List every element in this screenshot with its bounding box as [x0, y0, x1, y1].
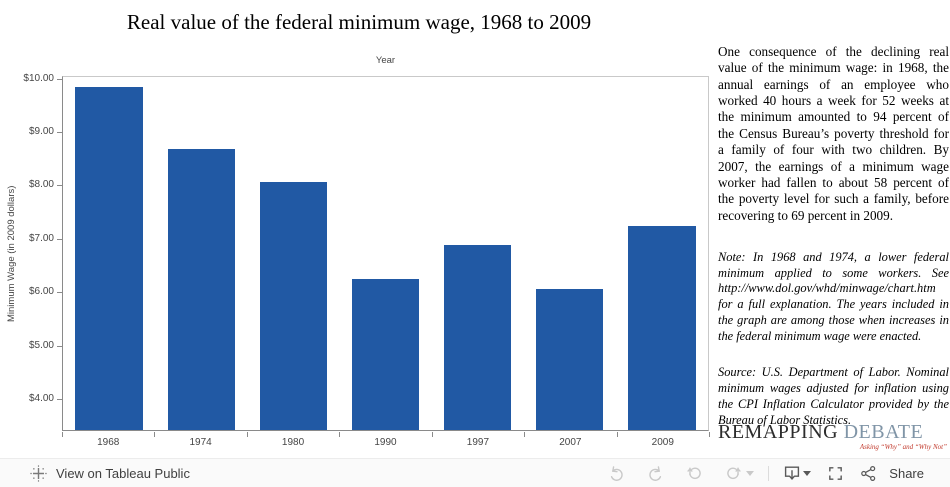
x-tick-mark [154, 432, 156, 437]
toolbar-actions: Share [608, 464, 924, 482]
x-tick-mark [339, 432, 341, 437]
source-text: Source: U.S. Department of Labor. Nomina… [718, 365, 949, 427]
x-tick-label: 1980 [281, 437, 305, 448]
reset-icon[interactable] [686, 465, 703, 482]
bar-slot [432, 77, 524, 430]
remapping-debate-logo: REMAPPING DEBATE Asking “Why” and “Why N… [718, 421, 949, 451]
y-tick-label: $6.00 [28, 286, 54, 298]
x-tick-label: 2009 [651, 437, 674, 448]
undo-icon[interactable] [608, 465, 625, 482]
bar-slot [247, 77, 339, 430]
download-icon[interactable] [783, 464, 801, 482]
refresh-icon[interactable] [725, 465, 742, 482]
x-tick-mark [616, 432, 618, 437]
logo-tagline: Asking “Why” and “Why Not” [859, 443, 947, 451]
toolbar-divider [768, 465, 770, 481]
y-tick-mark [57, 238, 62, 240]
commentary-text: One consequence of the declining real va… [718, 44, 949, 223]
fullscreen-icon[interactable] [827, 465, 844, 482]
bar-1997[interactable] [444, 245, 512, 430]
bar-slot [63, 77, 155, 430]
tableau-toolbar: View on Tableau Public [0, 458, 950, 487]
x-axis-title: Year [375, 55, 396, 66]
logo-word-debate: DEBATE [843, 421, 924, 443]
bar-1980[interactable] [259, 182, 327, 430]
plot-area [62, 76, 709, 431]
view-on-tableau-public[interactable]: View on Tableau Public [30, 464, 190, 482]
x-tick-label: 1974 [189, 437, 212, 448]
y-tick-mark [57, 398, 62, 400]
y-tick-label: $7.00 [28, 232, 54, 244]
x-tick-label: 1997 [466, 437, 490, 448]
share-label[interactable]: Share [889, 465, 924, 481]
y-tick-label: $8.00 [28, 179, 54, 191]
refresh-caret-down-icon[interactable] [746, 470, 755, 476]
bar-slot [616, 77, 708, 430]
x-tick-mark [524, 432, 526, 437]
tableau-logo-icon [30, 464, 47, 482]
logo-word-remapping: REMAPPING [718, 421, 839, 443]
bar-slot [524, 77, 616, 430]
x-tick-mark [709, 432, 710, 437]
bar-slot [339, 77, 431, 430]
y-tick-mark [57, 292, 62, 294]
x-tick-label: 1968 [97, 437, 120, 448]
x-tick-mark [62, 432, 63, 437]
bar-1968[interactable] [75, 87, 143, 430]
download-caret-down-icon[interactable] [803, 470, 812, 476]
y-tick-label: $9.00 [28, 126, 54, 138]
logo-wordmark: REMAPPING DEBATE [718, 421, 949, 444]
bar-slot [155, 77, 247, 430]
commentary-panel: One consequence of the declining real va… [718, 44, 949, 428]
bar-1990[interactable] [351, 279, 420, 430]
x-tick-label: 1990 [374, 437, 397, 448]
share-icon[interactable] [860, 465, 877, 482]
bar-2009[interactable] [628, 225, 696, 430]
y-tick-mark [57, 185, 62, 187]
bar-1974[interactable] [167, 148, 235, 430]
note-text: Note: In 1968 and 1974, a lower federal … [718, 249, 949, 343]
y-tick-label: $10.00 [23, 72, 54, 84]
y-tick-label: $5.00 [28, 339, 54, 351]
view-on-tableau-public-label: View on Tableau Public [56, 465, 190, 481]
redo-icon[interactable] [647, 465, 664, 482]
x-tick-mark [431, 432, 433, 437]
x-tick-label: 2007 [559, 437, 582, 448]
bar-2007[interactable] [536, 289, 604, 430]
chart-title: Real value of the federal minimum wage, … [126, 10, 592, 34]
x-tick-mark [246, 432, 248, 437]
y-tick-mark [57, 78, 62, 80]
y-tick-mark [57, 345, 62, 347]
y-tick-label: $4.00 [28, 392, 54, 404]
y-tick-mark [57, 132, 62, 134]
